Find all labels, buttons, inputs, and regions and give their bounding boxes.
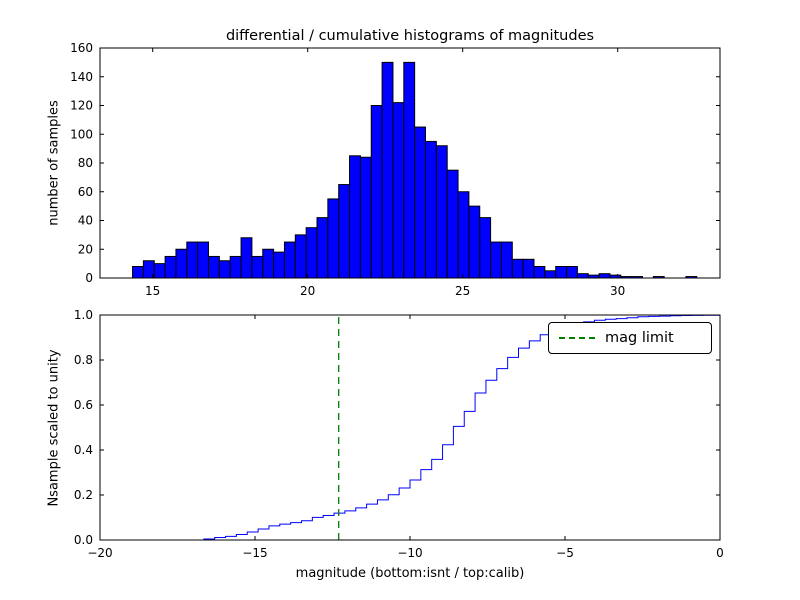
- histogram-bar: [403, 61, 416, 279]
- histogram-bar: [349, 155, 361, 279]
- histogram-bar: [208, 255, 220, 279]
- axes-frame: [99, 47, 721, 279]
- y-tick-label: 1.0: [74, 308, 93, 322]
- y-tick-label: 60: [78, 185, 93, 199]
- histogram-bar: [283, 241, 296, 279]
- histogram-bar: [533, 266, 546, 279]
- histogram-bar: [381, 61, 394, 279]
- y-tick-label: 20: [78, 242, 93, 256]
- top-axes: 15 20 25 30 0 20 40 60 80 100 120 140 160: [70, 41, 721, 298]
- y-tick-label: 160: [70, 41, 93, 55]
- x-tick-label: −20: [87, 546, 112, 560]
- histogram-bar: [240, 237, 253, 279]
- y-tick-label: 0.6: [74, 398, 93, 412]
- axes-frame: [99, 314, 721, 541]
- y-tick-label: 0.4: [74, 443, 93, 457]
- histogram-bar: [566, 266, 578, 279]
- x-tick-label: 15: [145, 284, 160, 298]
- histogram-bar: [576, 273, 589, 279]
- y-tick-label: 100: [70, 127, 93, 141]
- histogram-bar: [251, 255, 264, 279]
- y-tick-label: 0.2: [74, 488, 93, 502]
- top-y-axis-label: number of samples: [46, 100, 62, 226]
- x-tick-label: 0: [716, 546, 724, 560]
- y-tick-label: 40: [78, 214, 93, 228]
- x-tick-label: −15: [242, 546, 267, 560]
- legend: mag limit: [548, 322, 712, 354]
- histogram-bar: [262, 248, 275, 279]
- histogram-bar: [327, 198, 340, 279]
- y-tick-label: 0: [85, 271, 93, 285]
- y-tick-label: 120: [70, 99, 93, 113]
- histogram-bar: [370, 105, 383, 279]
- histogram-bar: [511, 258, 524, 279]
- histogram-bar: [186, 241, 199, 279]
- histogram-bar: [273, 251, 285, 279]
- histogram-bar: [359, 156, 372, 279]
- histogram-bar: [153, 263, 166, 279]
- histogram-bar: [197, 241, 209, 279]
- histogram-bar: [305, 227, 318, 279]
- x-tick-label: 25: [455, 284, 470, 298]
- bottom-x-axis-label: magnitude (bottom:isnt / top:calib): [295, 566, 525, 581]
- histogram-bars: [132, 61, 698, 279]
- histogram-bar: [338, 184, 351, 279]
- histogram-bar: [479, 217, 492, 279]
- histogram-bar: [500, 241, 513, 279]
- histogram-bar: [164, 255, 177, 279]
- histogram-bar: [522, 258, 535, 279]
- y-tick-label: 140: [70, 70, 93, 84]
- histogram-bar: [392, 102, 405, 279]
- y-tick-label: 0.0: [74, 533, 93, 547]
- chart-title: differential / cumulative histograms of …: [225, 28, 595, 44]
- histogram-bar: [218, 260, 231, 279]
- histogram-bar: [175, 248, 188, 279]
- histogram-bar: [414, 126, 426, 279]
- histogram-bar: [316, 217, 329, 279]
- dashed-line-icon: [559, 337, 595, 339]
- x-tick-label: 30: [610, 284, 625, 298]
- cumulative-step-line: [203, 314, 720, 540]
- x-tick-label: −5: [556, 546, 574, 560]
- histogram-bar: [435, 145, 448, 279]
- y-tick-label: 0.8: [74, 353, 93, 367]
- bottom-axes: −20 −15 −10 −5 0 0.0 0.2 0.4 0.6 0.8 1.0: [74, 308, 724, 560]
- x-tick-label: −10: [397, 546, 422, 560]
- histogram-bar: [229, 255, 242, 279]
- bottom-y-axis-label: Nsample scaled to unity: [46, 349, 62, 507]
- y-tick-label: 80: [78, 156, 93, 170]
- histogram-bar: [457, 191, 470, 279]
- histogram-bar: [490, 241, 502, 279]
- x-tick-label: 20: [300, 284, 315, 298]
- histogram-bar: [555, 266, 568, 279]
- histogram-bar: [544, 270, 557, 279]
- histogram-bar: [132, 266, 144, 279]
- histogram-bar: [425, 140, 437, 279]
- histogram-bar: [598, 273, 611, 279]
- histogram-bar: [446, 169, 459, 279]
- legend-label: mag limit: [605, 330, 674, 346]
- histogram-bar: [294, 234, 307, 279]
- histogram-bar: [468, 205, 481, 279]
